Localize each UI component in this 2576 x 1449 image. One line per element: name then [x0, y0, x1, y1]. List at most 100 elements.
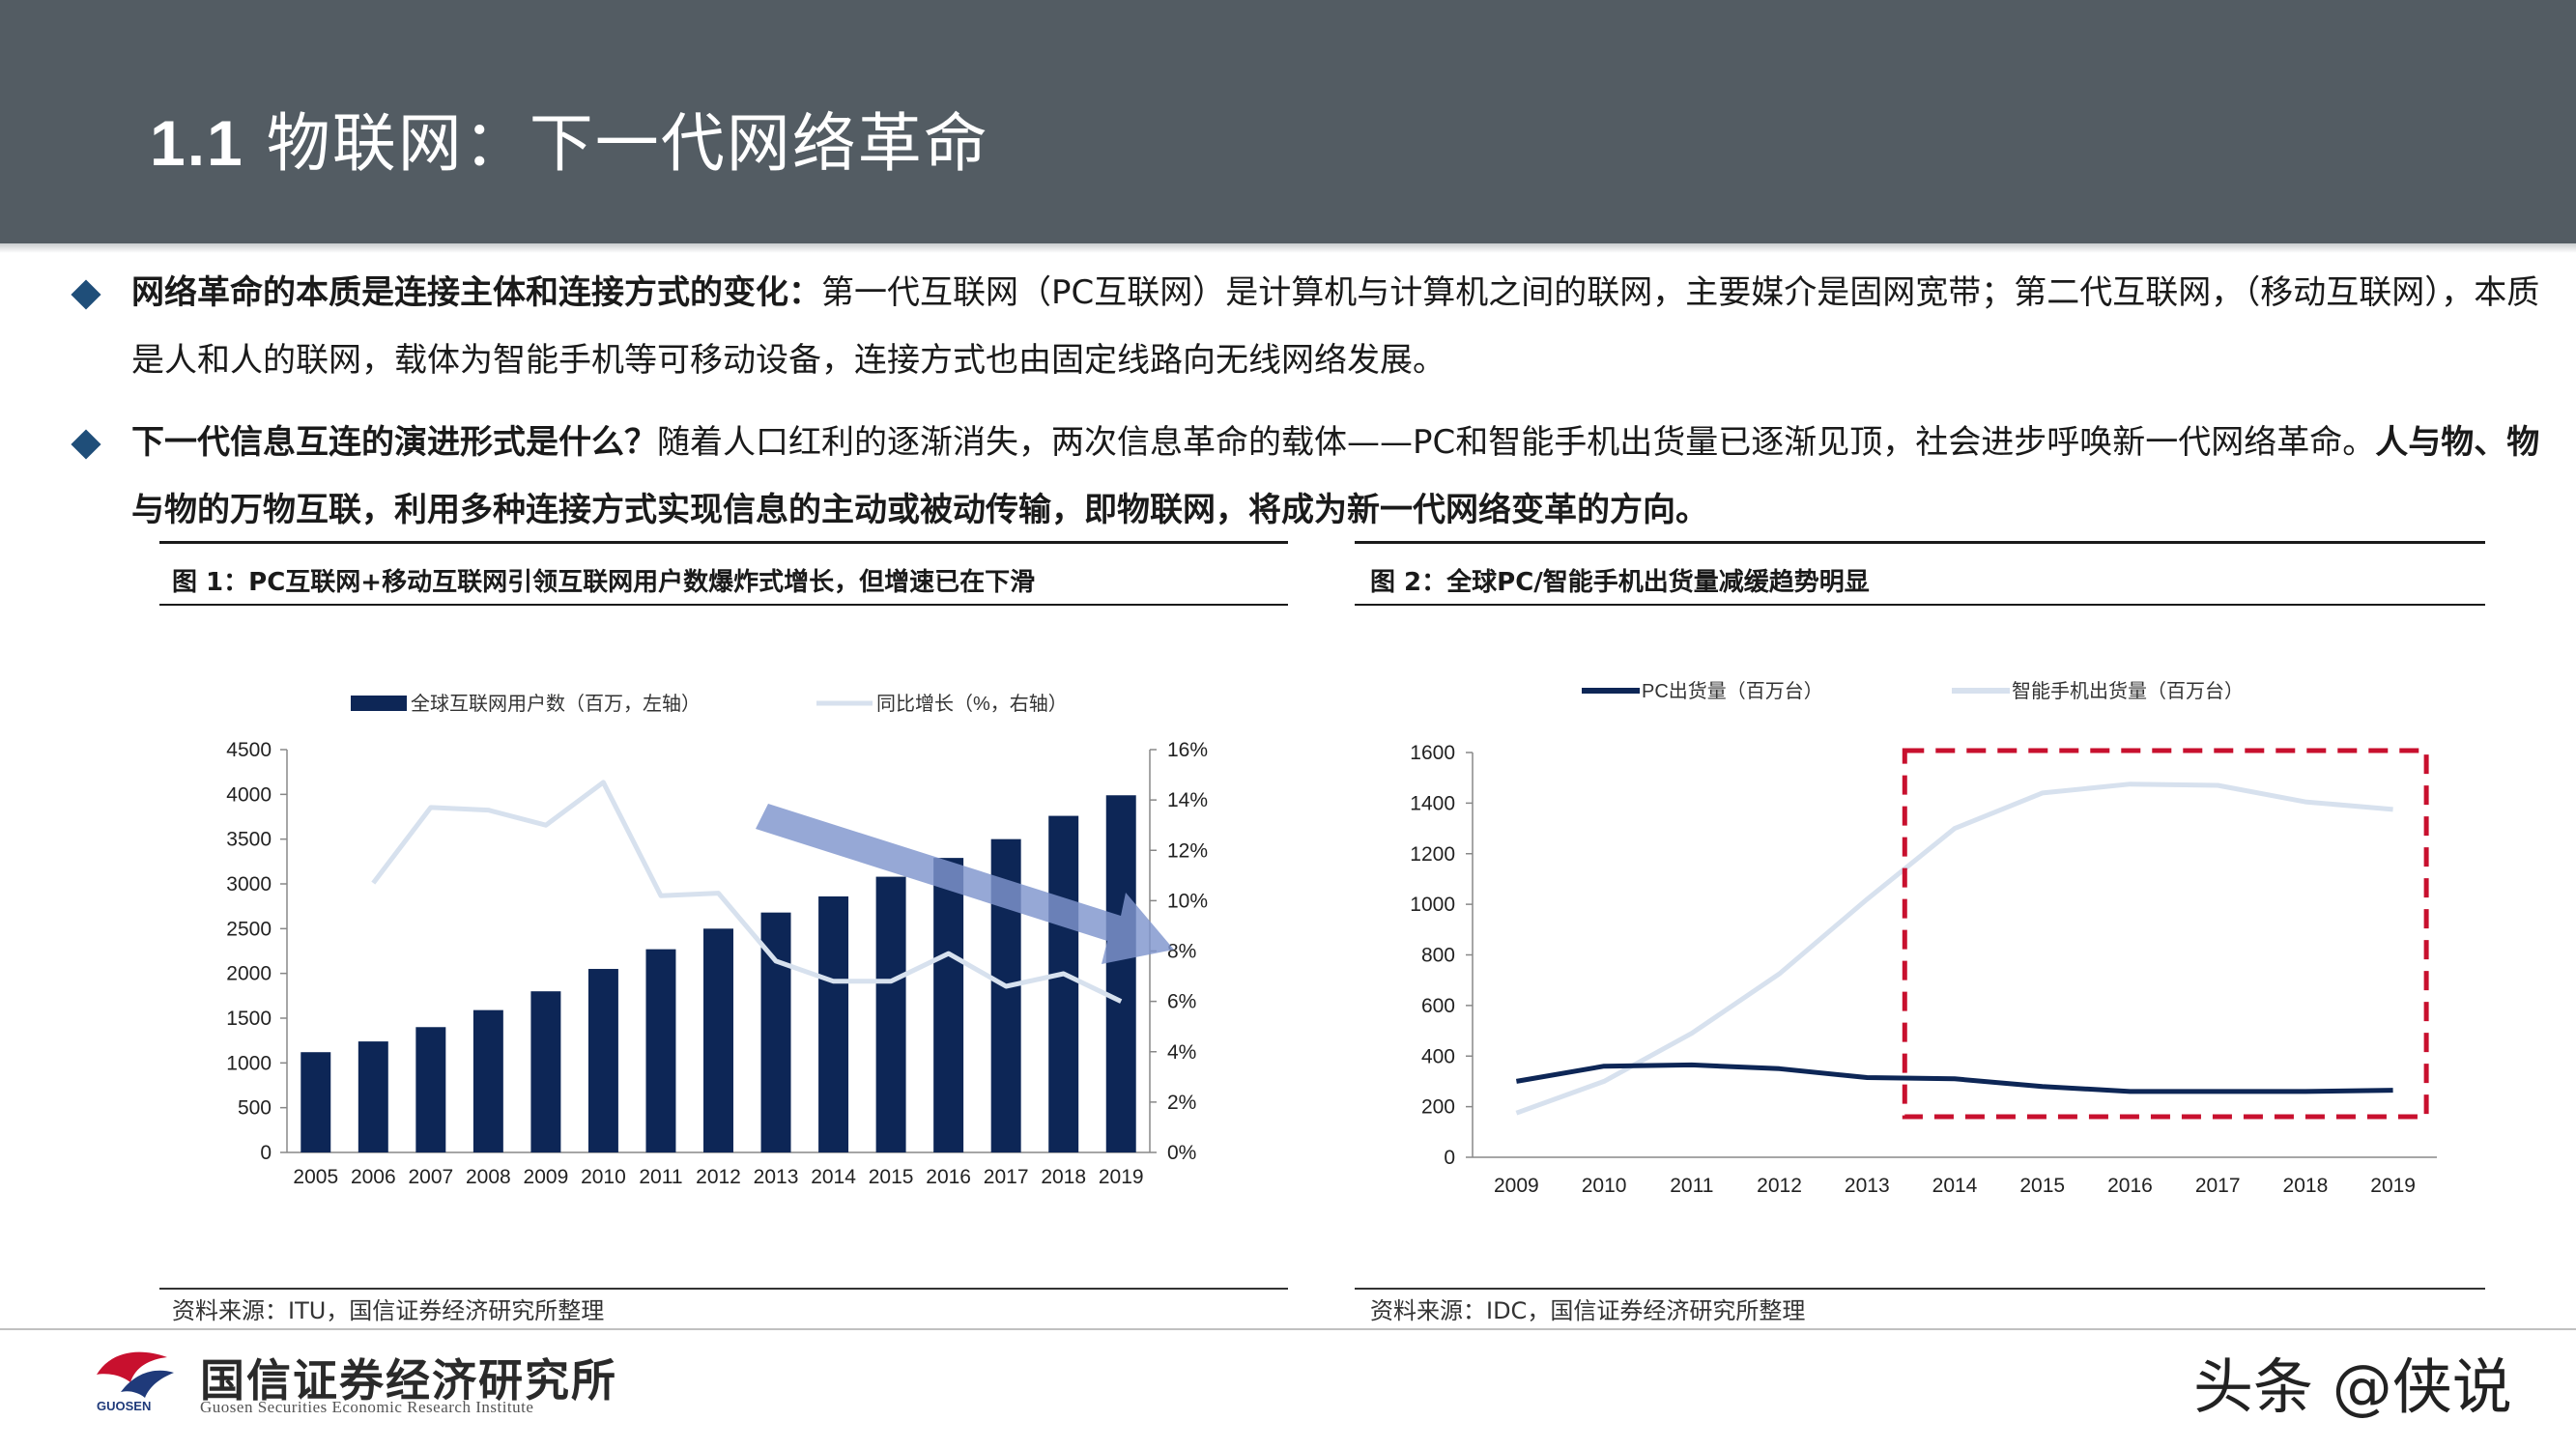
- section-title: 物联网：下一代网络革命: [266, 106, 989, 181]
- chart-pc-smartphone-shipments: 0 200 400 600 800 1000 1200 1400 1600 2009 2010 201…: [1410, 680, 2437, 1197]
- x-tick-label: 2018: [2283, 1175, 2329, 1197]
- x-tick-label: 2012: [696, 1166, 741, 1188]
- footer-rule: [0, 1328, 2576, 1330]
- bar: [818, 895, 849, 1152]
- x-tick-label: 2009: [524, 1166, 569, 1188]
- y-tick-label: 0: [1444, 1147, 1455, 1169]
- bar: [875, 876, 906, 1152]
- left-tick-label: 2500: [226, 918, 272, 940]
- legend-label-smartphone: 智能手机出货量（百万台）: [2012, 680, 2244, 702]
- x-tick-label: 2006: [351, 1166, 396, 1188]
- bar: [358, 1041, 388, 1152]
- left-tick-label: 4000: [226, 783, 272, 806]
- right-tick-label: 10%: [1167, 890, 1208, 912]
- chart-internet-users: 0 500 1000 1500 2000 2500 3000 3500 4000 4500 0% 2%…: [226, 693, 1208, 1188]
- bar: [530, 991, 561, 1152]
- right-tick-label: 8%: [1167, 941, 1196, 963]
- y-tick-label: 400: [1421, 1045, 1455, 1067]
- x-tick-label: 2017: [2195, 1175, 2241, 1197]
- x-tick-label: 2014: [1932, 1175, 1978, 1197]
- figure-2-top-rule: [1355, 541, 2485, 544]
- y-tick-label: 800: [1421, 945, 1455, 967]
- right-tick-label: 4%: [1167, 1041, 1196, 1064]
- left-tick-label: 4500: [226, 739, 272, 761]
- figure-1-bottom-rule: [159, 1288, 1288, 1290]
- x-tick-label: 2011: [1670, 1175, 1713, 1197]
- x-tick-label: 2019: [1099, 1166, 1144, 1188]
- x-tick-label: 2007: [408, 1166, 453, 1188]
- bar: [703, 928, 733, 1152]
- x-tick-label: 2014: [811, 1166, 856, 1188]
- right-tick-label: 2%: [1167, 1092, 1196, 1114]
- x-tick-label: 2013: [1845, 1175, 1890, 1197]
- bullet-2-body: 随着人口红利的逐渐消失，两次信息革命的载体——PC和智能手机出货量已逐渐见顶，社…: [657, 423, 2376, 462]
- figure-2-title-rule: [1355, 604, 2485, 606]
- x-tick-label: 2009: [1494, 1175, 1539, 1197]
- bullet-1-body: 第一代互联网（PC互联网）是计算机与计算机之间的联网，主要媒介是固网宽带；第二代…: [131, 273, 2540, 380]
- figure-1-title-rule: [159, 604, 1288, 606]
- right-tick-label: 14%: [1167, 789, 1208, 811]
- diamond-bullet-icon: [71, 279, 101, 310]
- bar: [301, 1052, 331, 1152]
- left-tick-label: 3500: [226, 829, 272, 851]
- company-logo: GUOSEN 国信证券经济研究所 Guosen Securities Econo…: [92, 1346, 633, 1418]
- x-tick-label: 2012: [1757, 1175, 1802, 1197]
- y-tick-label: 1600: [1410, 742, 1455, 764]
- figure-2-bottom-rule: [1355, 1288, 2485, 1290]
- smartphone-shipments-line: [1515, 781, 2393, 1116]
- bar: [645, 949, 676, 1152]
- left-tick-label: 1500: [226, 1008, 272, 1030]
- right-tick-label: 16%: [1167, 739, 1208, 761]
- x-tick-label: 2008: [466, 1166, 511, 1188]
- figure-2-title: 图 2：全球PC/智能手机出货量减缓趋势明显: [1370, 568, 1870, 597]
- left-tick-label: 500: [238, 1097, 272, 1120]
- growth-rate-line: [371, 780, 1123, 1004]
- logo-chinese-name: 国信证券经济研究所: [200, 1354, 617, 1406]
- right-tick-label: 6%: [1167, 991, 1196, 1013]
- bar: [1048, 815, 1079, 1152]
- trend-arrow: [756, 804, 1174, 964]
- bullet-1-text: 网络革命的本质是连接主体和连接方式的变化：第一代互联网（PC互联网）是计算机与计…: [131, 259, 2549, 394]
- logo-english-name: Guosen Securities Economic Research Inst…: [200, 1398, 534, 1416]
- left-tick-label: 1000: [226, 1052, 272, 1074]
- bullet-2-text: 下一代信息互连的演进形式是什么？随着人口红利的逐渐消失，两次信息革命的载体——P…: [131, 409, 2549, 544]
- x-tick-label: 2010: [1582, 1175, 1627, 1197]
- legend-label-growth: 同比增长（%，右轴）: [876, 693, 1068, 715]
- section-number: 1.1: [150, 107, 244, 179]
- bar: [933, 858, 964, 1152]
- x-tick-label: 2015: [2019, 1175, 2065, 1197]
- bar: [587, 969, 618, 1152]
- bullet-point-1: 网络革命的本质是连接主体和连接方式的变化：第一代互联网（PC互联网）是计算机与计…: [71, 259, 2549, 394]
- bullet-2-heading: 下一代信息互连的演进形式是什么？: [131, 423, 657, 462]
- y-tick-label: 200: [1421, 1096, 1455, 1119]
- left-tick-label: 2000: [226, 963, 272, 985]
- bar: [415, 1027, 446, 1152]
- guosen-logo-icon: [97, 1351, 174, 1398]
- bullet-1-heading: 网络革命的本质是连接主体和连接方式的变化：: [131, 273, 821, 312]
- figure-2-source: 资料来源：IDC，国信证券经济研究所整理: [1370, 1297, 1806, 1324]
- x-tick-label: 2015: [869, 1166, 914, 1188]
- watermark: 头条 @侠说: [2193, 1351, 2512, 1422]
- bullet-point-2: 下一代信息互连的演进形式是什么？随着人口红利的逐渐消失，两次信息革命的载体——P…: [71, 409, 2549, 544]
- bullet-2-conclusion: 人与物、物与物的万物互联，利用多种连接方式实现信息的主动或被动传输，即物联网，将…: [131, 423, 2540, 529]
- figure-1-source: 资料来源：ITU，国信证券经济研究所整理: [172, 1297, 605, 1324]
- bar: [472, 1009, 503, 1152]
- right-tick-label: 0%: [1167, 1142, 1196, 1164]
- highlight-box: [1902, 748, 2429, 1120]
- logo-abbreviation: GUOSEN: [97, 1399, 152, 1413]
- x-tick-label: 2019: [2370, 1175, 2416, 1197]
- x-tick-label: 2010: [581, 1166, 626, 1188]
- legend-label-pc: PC出货量（百万台）: [1642, 680, 1823, 702]
- page-title: 1.1 物联网：下一代网络革命: [150, 92, 989, 185]
- x-tick-label: 2018: [1041, 1166, 1086, 1188]
- y-tick-label: 1400: [1410, 792, 1455, 814]
- x-tick-label: 2017: [984, 1166, 1029, 1188]
- x-tick-label: 2016: [2107, 1175, 2153, 1197]
- y-tick-label: 1200: [1410, 843, 1455, 866]
- figure-1-top-rule: [159, 541, 1288, 544]
- right-tick-label: 12%: [1167, 839, 1208, 862]
- left-tick-label: 0: [260, 1142, 272, 1164]
- x-tick-label: 2011: [639, 1166, 682, 1188]
- left-tick-label: 3000: [226, 873, 272, 895]
- y-tick-label: 1000: [1410, 894, 1455, 916]
